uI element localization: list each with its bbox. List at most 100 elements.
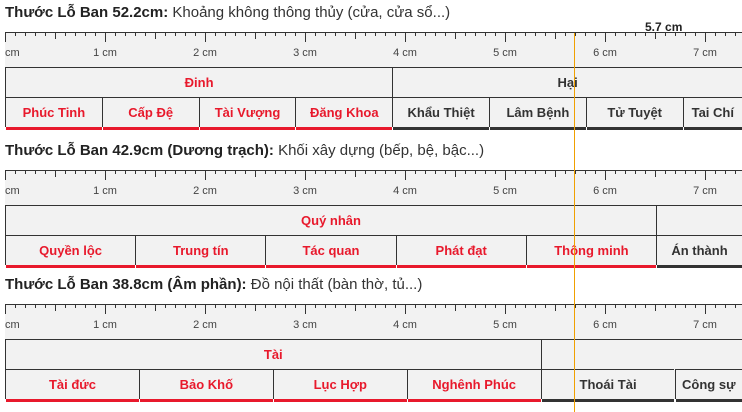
ruler-tick: [575, 33, 576, 36]
ruler-tick: [355, 33, 356, 39]
ruler-tick-label: 5 cm: [493, 185, 517, 197]
cm-ruler[interactable]: cm 1 cm 2 cm 3 cm 4 cm 5 cm 6 cm 7 cm: [5, 32, 742, 68]
lo-ban-cell: Quyền lộc: [5, 235, 136, 268]
lo-ban-cell: Phúc Tinh: [5, 97, 102, 130]
ruler-tick: [135, 305, 136, 308]
ruler-tick: [235, 33, 236, 36]
cell-underline: [199, 127, 296, 130]
ruler-section: Thước Lỗ Ban 42.9cm (Dương trạch): Khối …: [0, 138, 742, 273]
cell-underline: [139, 399, 273, 402]
lo-ban-cell: Thoái Tài: [540, 369, 675, 402]
ruler-tick-label: 4 cm: [393, 319, 417, 331]
lo-ban-cell: Lục Hợp: [272, 369, 407, 402]
ruler-tick: [225, 305, 226, 308]
ruler-tick: [365, 171, 366, 174]
ruler-tick: [705, 33, 706, 42]
ruler-tick: [605, 171, 606, 180]
ruler-tick: [65, 33, 66, 36]
cell-label: Tài Vượng: [214, 105, 281, 120]
cm-ruler[interactable]: cm 1 cm 2 cm 3 cm 4 cm 5 cm 6 cm 7 cm: [5, 170, 742, 206]
ruler-tick: [155, 305, 156, 311]
ruler-tick: [555, 305, 556, 311]
ruler-tick: [585, 33, 586, 36]
ruler-tick: [475, 33, 476, 36]
ruler-tick: [385, 171, 386, 174]
group-label: Hại: [392, 67, 742, 97]
ruler-tick: [335, 171, 336, 174]
ruler-tick-label: 6 cm: [593, 185, 617, 197]
ruler-tick: [365, 33, 366, 36]
ruler-tick: [395, 171, 396, 174]
ruler-tick-label: 7 cm: [693, 185, 717, 197]
measurement-marker-line[interactable]: [574, 33, 575, 412]
ruler-tick: [145, 171, 146, 174]
ruler-tick: [555, 33, 556, 39]
ruler-tick: [625, 33, 626, 36]
ruler-tick: [285, 33, 286, 36]
ruler-tick: [285, 305, 286, 308]
ruler-tick: [255, 171, 256, 177]
ruler-tick: [125, 33, 126, 36]
ruler-tick: [155, 171, 156, 177]
ruler-tick: [85, 305, 86, 308]
ruler-tick: [595, 305, 596, 308]
cell-label: Phúc Tinh: [22, 105, 86, 120]
ruler-tick: [375, 171, 376, 174]
cell-label: Lâm Bệnh: [506, 105, 570, 120]
ruler-tick-label: cm: [5, 319, 20, 331]
ruler-tick: [75, 33, 76, 36]
ruler-tick: [545, 305, 546, 308]
ruler-tick: [525, 171, 526, 174]
ruler-tick: [455, 33, 456, 39]
ruler-tick: [15, 33, 16, 36]
ruler-tick: [605, 33, 606, 42]
lo-ban-cell: Tài đức: [5, 369, 139, 402]
ruler-tick: [345, 171, 346, 174]
ruler-tick: [525, 33, 526, 36]
ruler-tick: [535, 33, 536, 36]
ruler-tick: [35, 305, 36, 308]
ruler-tick: [505, 171, 506, 180]
ruler-tick: [45, 171, 46, 174]
cell-underline: [675, 399, 742, 402]
ruler-tick: [255, 305, 256, 311]
cell-label: Bảo Khố: [179, 377, 234, 392]
ruler-tick: [615, 171, 616, 174]
ruler-tick: [335, 33, 336, 36]
ruler-tick: [215, 171, 216, 174]
ruler-tick-label: 5 cm: [493, 47, 517, 59]
ruler-tick: [265, 33, 266, 36]
cell-label: Tài đức: [48, 377, 96, 392]
ruler-tick: [125, 171, 126, 174]
ruler-tick: [325, 171, 326, 174]
ruler-tick: [25, 171, 26, 174]
ruler-tick: [405, 305, 406, 314]
ruler-tick: [495, 305, 496, 308]
ruler-tick: [655, 33, 656, 39]
ruler-tick: [375, 305, 376, 308]
ruler-tick: [115, 171, 116, 174]
ruler-tick: [715, 171, 716, 174]
ruler-tick: [535, 171, 536, 174]
ruler-tick: [475, 305, 476, 308]
ruler-tick: [275, 305, 276, 308]
section-title: Thước Lỗ Ban 52.2cm: Khoảng không thông …: [5, 4, 450, 21]
ruler-tick: [125, 305, 126, 308]
group-row: Tài: [5, 339, 742, 369]
ruler-section: Thước Lỗ Ban 38.8cm (Âm phần): Đồ nội th…: [0, 272, 742, 407]
section-title-desc: Đồ nội thất (bàn thờ, tủ...): [246, 276, 423, 293]
ruler-tick: [35, 171, 36, 174]
ruler-tick: [385, 305, 386, 308]
lo-ban-cell: Nghênh Phúc: [406, 369, 541, 402]
ruler-tick-label: 2 cm: [193, 319, 217, 331]
cm-ruler[interactable]: cm 1 cm 2 cm 3 cm 4 cm 5 cm 6 cm 7 cm: [5, 304, 742, 340]
ruler-tick: [185, 305, 186, 308]
ruler-tick: [245, 33, 246, 36]
ruler-tick: [675, 305, 676, 308]
cell-label: Quyền lộc: [39, 243, 103, 258]
ruler-tick: [655, 171, 656, 177]
ruler-tick: [165, 305, 166, 308]
ruler-tick: [585, 305, 586, 308]
lo-ban-cell: Tai Chí: [682, 97, 742, 130]
ruler-tick: [435, 171, 436, 174]
